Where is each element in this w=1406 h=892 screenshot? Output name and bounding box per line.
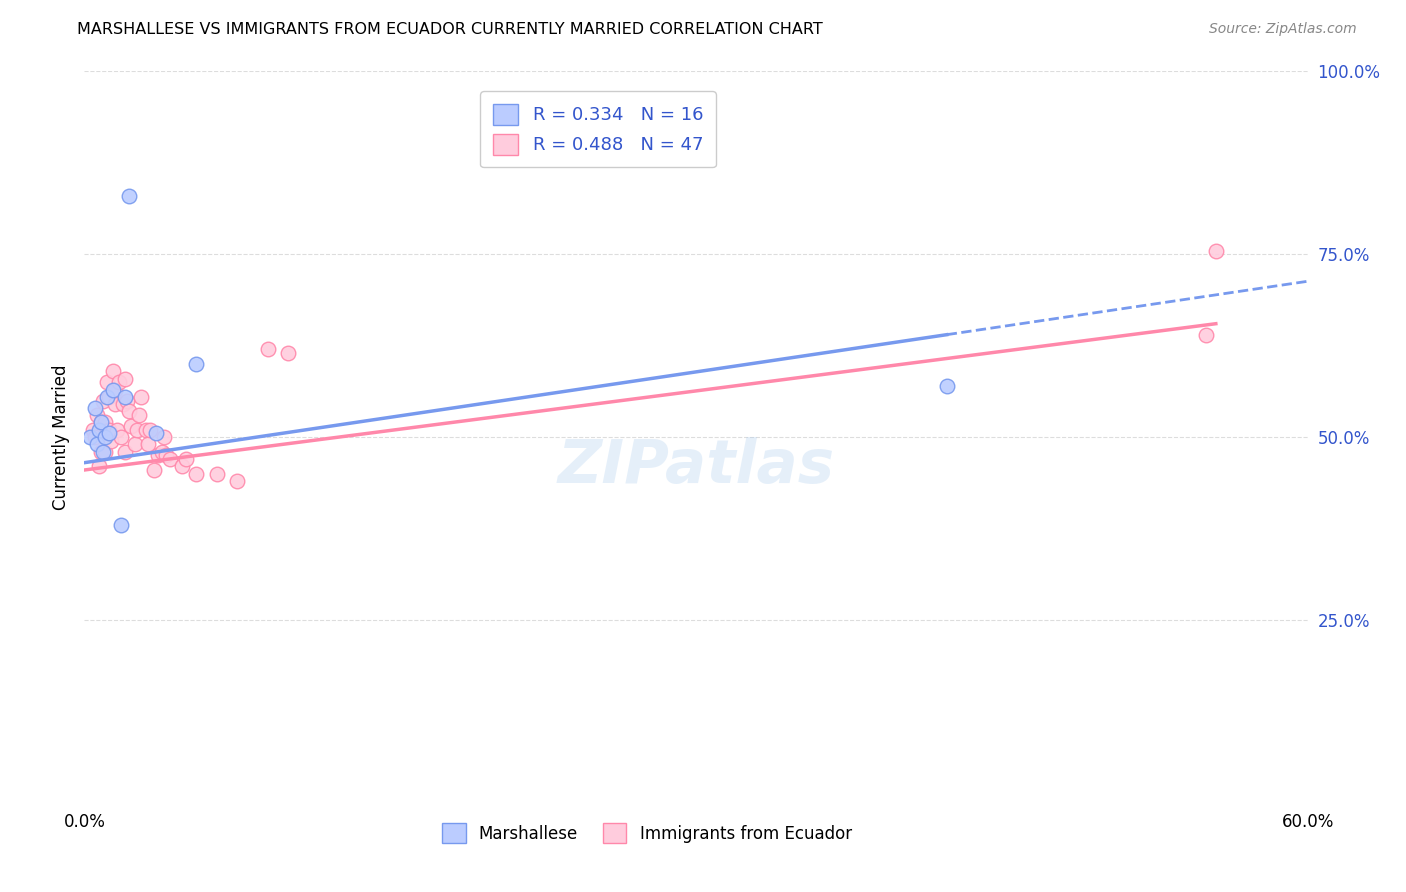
- Point: [91, 393, 114, 408]
- Point: [97, 423, 120, 437]
- Point: [1205, 244, 1227, 258]
- Point: [174, 452, 197, 467]
- Point: [114, 444, 136, 458]
- Point: [136, 437, 159, 451]
- Point: [142, 463, 165, 477]
- Point: [83, 401, 105, 415]
- Point: [118, 404, 141, 418]
- Legend: Marshallese, Immigrants from Ecuador: Marshallese, Immigrants from Ecuador: [436, 817, 859, 849]
- Point: [91, 444, 114, 458]
- Point: [100, 434, 122, 448]
- Point: [104, 383, 127, 397]
- Point: [131, 390, 153, 404]
- Point: [115, 393, 138, 408]
- Point: [257, 343, 280, 357]
- Point: [124, 437, 146, 451]
- Point: [153, 430, 176, 444]
- Point: [120, 419, 142, 434]
- Point: [145, 426, 167, 441]
- Point: [90, 416, 112, 430]
- Text: MARSHALLESE VS IMMIGRANTS FROM ECUADOR CURRENTLY MARRIED CORRELATION CHART: MARSHALLESE VS IMMIGRANTS FROM ECUADOR C…: [77, 22, 823, 37]
- Point: [82, 423, 104, 437]
- Point: [159, 452, 181, 467]
- Point: [96, 376, 118, 390]
- Point: [114, 390, 136, 404]
- Point: [101, 383, 124, 397]
- Point: [96, 390, 118, 404]
- Point: [127, 423, 149, 437]
- Point: [101, 364, 124, 378]
- Point: [97, 390, 120, 404]
- Point: [105, 423, 128, 437]
- Point: [135, 423, 157, 437]
- Point: [226, 474, 249, 488]
- Point: [86, 437, 108, 451]
- Point: [110, 517, 132, 532]
- Point: [104, 397, 127, 411]
- Point: [155, 448, 177, 462]
- Point: [90, 444, 112, 458]
- Point: [93, 430, 115, 444]
- Point: [186, 357, 208, 371]
- Point: [83, 430, 105, 444]
- Point: [79, 430, 101, 444]
- Point: [118, 188, 141, 202]
- Point: [108, 376, 131, 390]
- Point: [90, 416, 112, 430]
- Point: [146, 448, 169, 462]
- Point: [277, 346, 299, 360]
- Point: [86, 408, 108, 422]
- Point: [114, 371, 136, 385]
- Point: [128, 408, 150, 422]
- Point: [1195, 327, 1218, 342]
- Point: [93, 416, 115, 430]
- Point: [150, 444, 173, 458]
- Point: [172, 459, 194, 474]
- Point: [186, 467, 208, 481]
- Y-axis label: Currently Married: Currently Married: [52, 364, 70, 510]
- Point: [205, 467, 228, 481]
- Point: [935, 379, 957, 393]
- Point: [87, 459, 110, 474]
- Point: [97, 426, 120, 441]
- Point: [112, 397, 135, 411]
- Text: ZIPatlas: ZIPatlas: [557, 437, 835, 496]
- Text: Source: ZipAtlas.com: Source: ZipAtlas.com: [1209, 22, 1357, 37]
- Point: [110, 430, 132, 444]
- Point: [87, 423, 110, 437]
- Point: [93, 444, 115, 458]
- Point: [138, 423, 160, 437]
